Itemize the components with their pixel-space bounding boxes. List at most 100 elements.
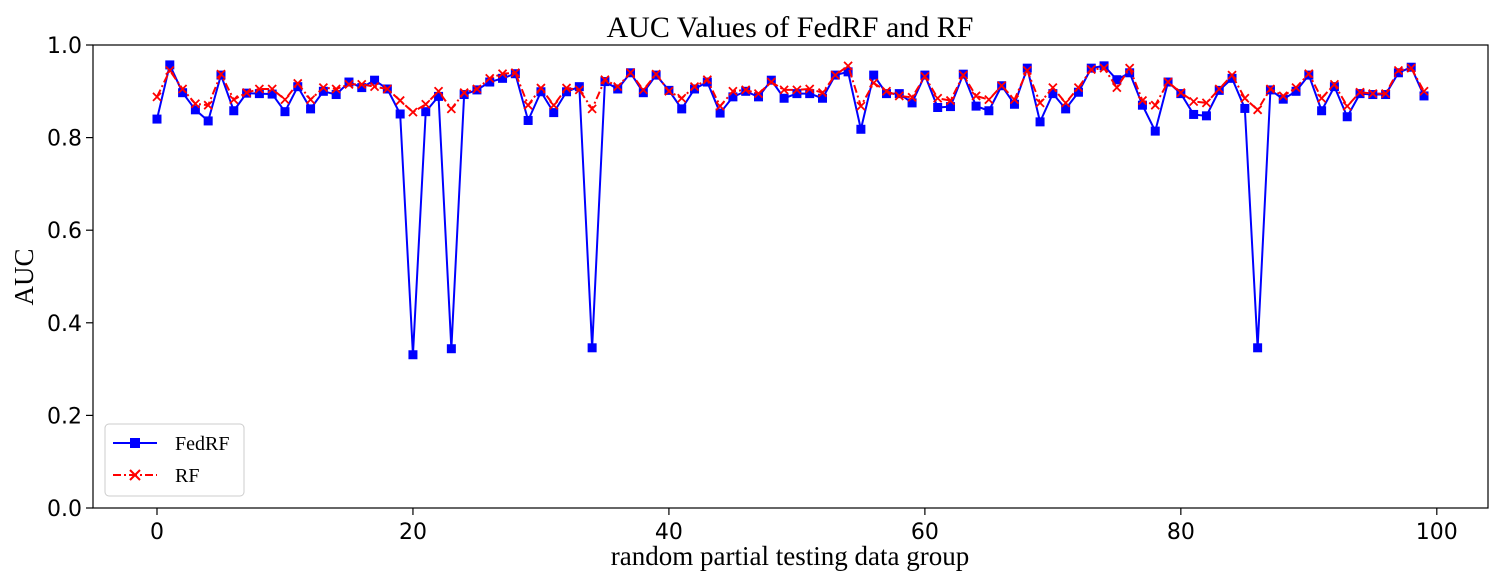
data-point-rf bbox=[843, 61, 853, 71]
data-point-rf bbox=[1355, 87, 1365, 97]
data-point-rf bbox=[1189, 96, 1199, 107]
data-point-fedrf bbox=[1342, 112, 1352, 122]
data-point-rf bbox=[702, 75, 712, 85]
data-point-rf bbox=[293, 78, 303, 89]
data-point-fedrf bbox=[869, 70, 879, 80]
data-point-fedrf bbox=[1009, 99, 1019, 109]
data-point-fedrf bbox=[907, 98, 917, 108]
data-point-rf bbox=[1035, 98, 1045, 108]
data-point-fedrf bbox=[779, 93, 789, 103]
data-point-fedrf bbox=[370, 75, 380, 85]
data-point-fedrf bbox=[1291, 86, 1301, 96]
data-point-rf bbox=[958, 70, 968, 80]
x-axis-ticks: 0 20 40 60 80 100 bbox=[150, 508, 1458, 545]
data-point-fedrf bbox=[843, 67, 853, 77]
data-point-rf bbox=[1252, 105, 1263, 115]
data-point-rf bbox=[344, 79, 354, 89]
data-point-rf bbox=[369, 82, 380, 92]
data-point-rf bbox=[408, 107, 418, 117]
data-point-rf bbox=[1406, 63, 1416, 73]
legend-rf-marker bbox=[129, 469, 141, 481]
data-point-rf bbox=[267, 84, 277, 94]
data-point-rf bbox=[485, 73, 495, 83]
data-point-rf bbox=[1240, 93, 1250, 103]
data-point-rf bbox=[1125, 63, 1135, 73]
data-point-fedrf bbox=[280, 107, 290, 117]
data-point-rf bbox=[1329, 79, 1340, 89]
data-point-fedrf bbox=[331, 90, 341, 100]
data-point-rf bbox=[805, 84, 815, 94]
data-point-rf bbox=[997, 81, 1007, 91]
data-point-rf bbox=[933, 93, 943, 103]
chart-title: AUC Values of FedRF and RF bbox=[607, 11, 974, 44]
legend-fedrf-marker bbox=[130, 438, 140, 448]
data-point-fedrf bbox=[549, 108, 559, 118]
data-point-fedrf bbox=[690, 84, 700, 94]
data-point-rf bbox=[433, 86, 444, 96]
data-point-rf bbox=[382, 84, 392, 94]
data-point-rf bbox=[1061, 98, 1071, 108]
data-point-fedrf bbox=[1061, 104, 1071, 114]
data-point-fedrf bbox=[1035, 117, 1045, 127]
data-point-fedrf bbox=[1240, 103, 1250, 113]
data-point-rf bbox=[1291, 82, 1301, 93]
data-point-fedrf bbox=[562, 87, 572, 97]
data-point-rf bbox=[1150, 100, 1160, 110]
data-point-fedrf bbox=[165, 60, 175, 70]
series-points-rf bbox=[152, 61, 1429, 117]
data-point-fedrf bbox=[818, 93, 827, 103]
data-point-fedrf bbox=[178, 88, 188, 98]
data-point-rf bbox=[421, 99, 431, 109]
data-point-rf bbox=[677, 93, 687, 103]
data-point-rf bbox=[894, 91, 904, 101]
data-point-rf bbox=[1176, 88, 1186, 98]
data-point-fedrf bbox=[677, 104, 687, 114]
data-point-rf bbox=[869, 78, 879, 88]
data-point-rf bbox=[766, 77, 776, 87]
data-point-rf bbox=[817, 88, 828, 98]
legend-entry-fedrf: FedRF bbox=[113, 433, 229, 455]
data-point-rf bbox=[1112, 82, 1122, 93]
data-point-rf bbox=[715, 101, 725, 111]
data-point-fedrf bbox=[1329, 82, 1339, 92]
data-point-rf bbox=[331, 84, 341, 94]
data-point-rf bbox=[664, 86, 674, 96]
data-point-fedrf bbox=[613, 84, 623, 94]
series-line-rf bbox=[156, 64, 1425, 114]
data-point-fedrf bbox=[1419, 91, 1429, 101]
data-point-rf bbox=[1316, 93, 1327, 103]
data-point-fedrf bbox=[485, 77, 495, 87]
data-point-fedrf bbox=[1278, 94, 1288, 104]
data-point-fedrf bbox=[408, 350, 418, 360]
data-point-rf bbox=[1048, 82, 1058, 93]
data-point-rf bbox=[190, 99, 201, 109]
data-point-rf bbox=[1086, 64, 1096, 75]
data-point-fedrf bbox=[1189, 109, 1199, 119]
legend-rf-label: RF bbox=[175, 465, 199, 487]
y-axis-label: AUC bbox=[9, 248, 39, 305]
data-point-fedrf bbox=[574, 82, 584, 92]
data-point-rf bbox=[1278, 91, 1288, 101]
data-point-fedrf bbox=[920, 70, 930, 80]
data-point-fedrf bbox=[1073, 87, 1083, 97]
data-point-fedrf bbox=[229, 106, 239, 116]
data-point-fedrf bbox=[152, 114, 162, 124]
data-point-fedrf bbox=[856, 124, 866, 134]
data-point-fedrf bbox=[945, 102, 955, 112]
y-tick-label: 0.4 bbox=[47, 312, 82, 337]
y-tick-label: 0.6 bbox=[47, 219, 82, 244]
data-point-fedrf bbox=[971, 101, 981, 111]
y-tick-label: 0.2 bbox=[47, 404, 82, 429]
legend-fedrf-label: FedRF bbox=[175, 433, 229, 455]
data-point-rf bbox=[1380, 88, 1391, 99]
data-point-rf bbox=[1137, 95, 1148, 106]
data-point-fedrf bbox=[984, 106, 994, 116]
data-point-rf bbox=[510, 68, 520, 78]
data-point-fedrf bbox=[203, 116, 213, 126]
plot-frame bbox=[92, 44, 1489, 509]
data-point-rf bbox=[574, 85, 584, 95]
data-point-rf bbox=[472, 84, 482, 94]
data-point-rf bbox=[216, 69, 226, 79]
data-point-fedrf bbox=[434, 91, 444, 101]
